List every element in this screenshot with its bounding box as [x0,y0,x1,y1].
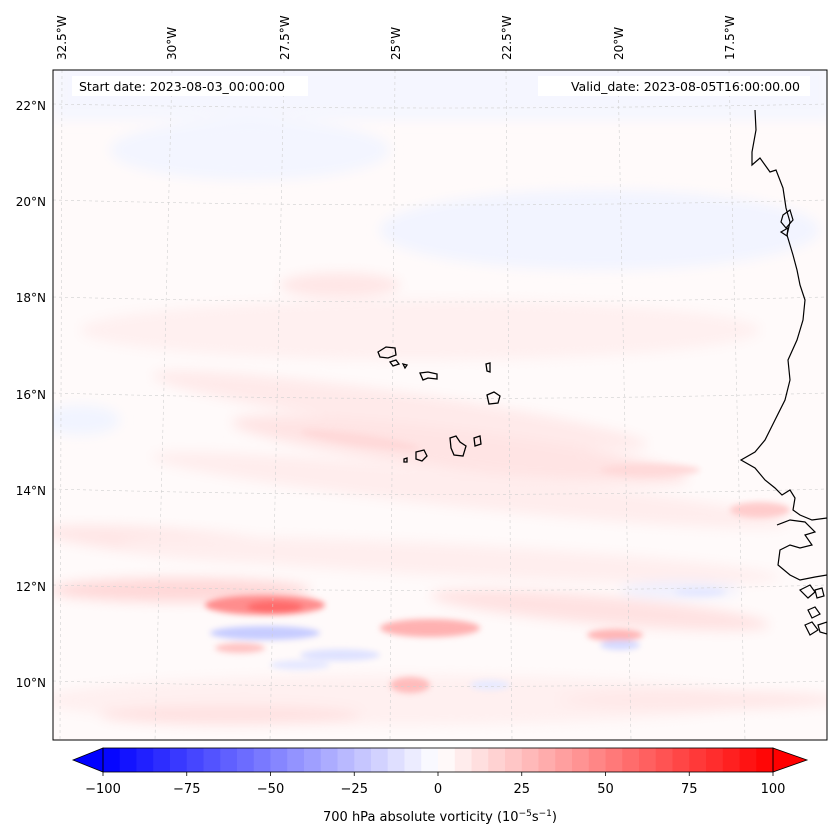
colorbar-tick-label: −100 [85,782,121,797]
map-frame [52,69,828,741]
colorbar-step [304,748,322,772]
lon-label: 32.5°W [55,15,69,60]
lat-label: 16°N [16,388,46,402]
colorbar-step [588,748,606,772]
colorbar-step [103,748,121,772]
colorbar-step [438,748,456,772]
colorbar-step [739,748,757,772]
lat-label: 20°N [16,195,46,209]
coastline [739,109,827,636]
colorbar-tick-label: −50 [257,782,284,797]
colorbar-step [454,748,472,772]
colorbar-step [270,748,288,772]
colorbar-step [421,748,439,772]
longitude-labels: 32.5°W 30°W 27.5°W 25°W 22.5°W 20°W 17.5… [55,15,737,60]
colorbar-step [471,748,489,772]
colorbar-step [655,748,673,772]
lat-label: 22°N [16,99,46,113]
colorbar-step [153,748,171,772]
lon-label: 25°W [389,27,403,60]
colorbar-max-extension [772,747,809,773]
colorbar-step [672,748,690,772]
colorbar: −100 −75 −50 −25 0 25 50 75 100 700 hPa absolute… [71,747,809,825]
lon-label: 22.5°W [500,15,514,60]
lat-label: 18°N [16,291,46,305]
lat-label: 12°N [16,580,46,594]
colorbar-step [170,748,188,772]
graticule [53,70,827,740]
lat-label: 14°N [16,484,46,498]
colorbar-step [320,748,338,772]
colorbar-step [237,748,255,772]
colorbar-step [538,748,556,772]
colorbar-tick-label: 50 [597,782,614,797]
colorbar-label: 700 hPa absolute vorticity (10−5s−1) [323,809,557,825]
colorbar-step [622,748,640,772]
colorbar-step [605,748,623,772]
map-area [53,70,827,740]
colorbar-step [488,748,506,772]
colorbar-step [337,748,355,772]
colorbar-steps [103,748,774,772]
colorbar-step [689,748,707,772]
colorbar-step [387,748,405,772]
cape-verde-islands [377,346,501,463]
colorbar-step [220,748,238,772]
valid-date-label: Valid_date: 2023-08-05T16:00:00.00 [571,79,800,94]
lon-label: 20°W [612,27,626,60]
colorbar-step [354,748,372,772]
colorbar-tick-label: 100 [761,782,786,797]
colorbar-step [186,748,204,772]
date-header: Start date: 2023-08-03_00:00:00 Valid_da… [72,76,810,96]
colorbar-tick-label: −25 [341,782,368,797]
lon-label: 27.5°W [278,15,292,60]
colorbar-step [706,748,724,772]
latitude-labels: 22°N 20°N 18°N 16°N 14°N 12°N 10°N [16,99,46,690]
lon-label: 17.5°W [723,15,737,60]
colorbar-step [505,748,523,772]
lat-label: 10°N [16,676,46,690]
colorbar-step [404,748,422,772]
colorbar-tick-label: 75 [681,782,698,797]
colorbar-step [371,748,389,772]
colorbar-step [136,748,154,772]
colorbar-step [253,748,271,772]
colorbar-step [555,748,573,772]
lon-label: 30°W [165,27,179,60]
colorbar-step [756,748,774,772]
colorbar-step [521,748,539,772]
colorbar-step [119,748,137,772]
colorbar-step [203,748,221,772]
colorbar-tick-label: 25 [513,782,530,797]
colorbar-ticks: −100 −75 −50 −25 0 25 50 75 100 [85,772,785,797]
colorbar-min-extension [71,747,104,773]
colorbar-step [639,748,657,772]
start-date-label: Start date: 2023-08-03_00:00:00 [79,79,285,94]
colorbar-step [287,748,305,772]
colorbar-step [572,748,590,772]
colorbar-tick-label: −75 [173,782,200,797]
colorbar-step [722,748,740,772]
colorbar-tick-label: 0 [434,782,442,797]
